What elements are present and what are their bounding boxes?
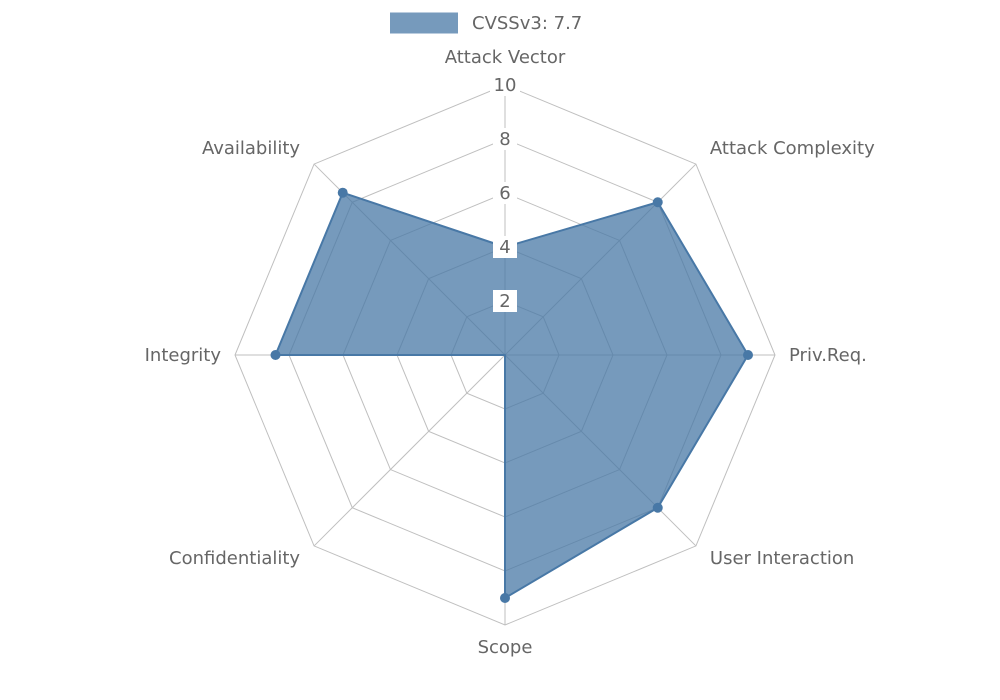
radar-chart: 2 4 6 8 10 Attack Vector Attack Complexity Priv… <box>0 0 1000 700</box>
radar-tick-label: 10 <box>494 75 517 96</box>
radar-axis-label: Scope <box>478 637 533 658</box>
radar-tick-label: 2 <box>499 291 510 312</box>
radar-marker <box>653 503 663 513</box>
legend-swatch <box>390 13 458 34</box>
radar-marker <box>653 197 663 207</box>
radar-axis-label: User Interaction <box>710 548 854 569</box>
radar-spoke <box>314 355 505 546</box>
radar-axis-label: Attack Complexity <box>710 138 875 159</box>
radar-axis-label: Attack Vector <box>445 47 566 68</box>
radar-tick-label: 8 <box>499 129 510 150</box>
radar-marker <box>271 350 281 360</box>
radar-tick-label: 4 <box>499 237 510 258</box>
radar-marker <box>500 593 510 603</box>
radar-tick-label: 6 <box>499 183 510 204</box>
radar-axis-label: Integrity <box>145 345 222 366</box>
radar-axis-label: Availability <box>202 138 300 159</box>
radar-marker <box>743 350 753 360</box>
radar-axis-label: Confidentiality <box>169 548 300 569</box>
radar-marker <box>338 188 348 198</box>
radar-axis-label: Priv.Req. <box>789 345 867 366</box>
legend-label: CVSSv3: 7.7 <box>472 13 582 34</box>
